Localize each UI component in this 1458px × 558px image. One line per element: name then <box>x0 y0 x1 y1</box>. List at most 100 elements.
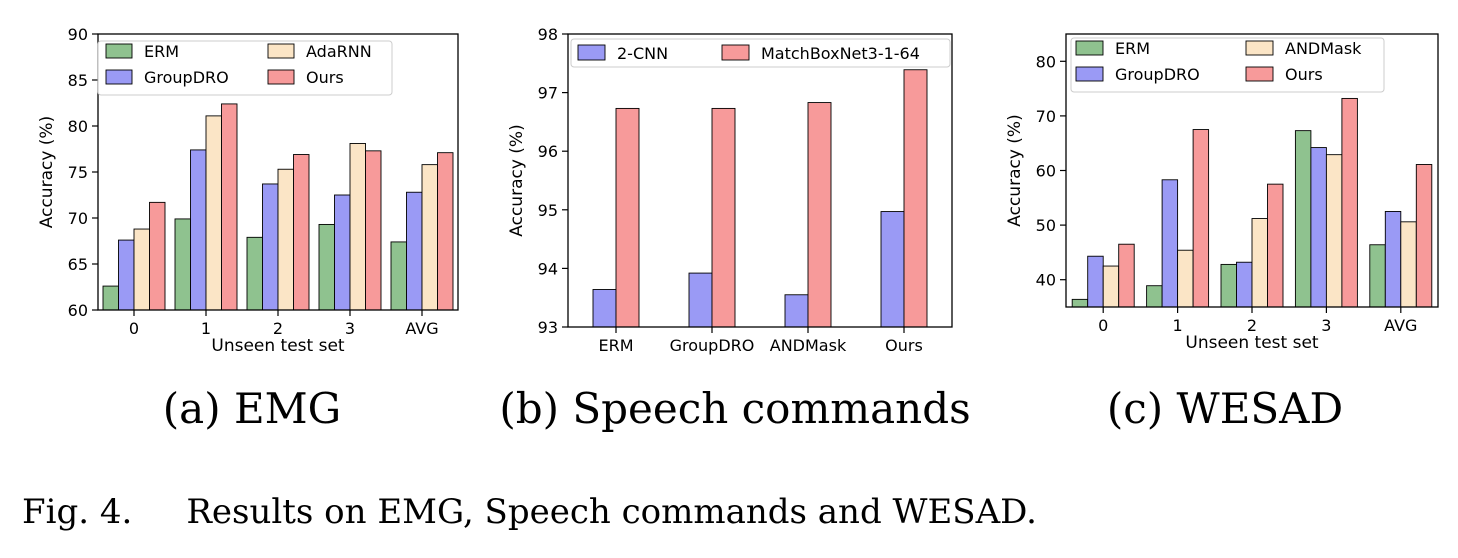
bar-andmask-1 <box>1177 249 1194 308</box>
bar-ours-2 <box>1267 183 1284 308</box>
x-tick-label: 0 <box>129 319 139 338</box>
legend-swatch <box>721 44 750 61</box>
bar-andmask-0 <box>1102 265 1120 308</box>
x-axis-label: Unseen test set <box>1185 333 1319 353</box>
y-tick-label: 85 <box>68 71 88 90</box>
chart-subtitle: (a) EMG <box>163 384 341 433</box>
bar-ours-3 <box>365 150 382 311</box>
bar-groupdro-1 <box>190 149 207 311</box>
legend-label: GroupDRO <box>144 68 229 87</box>
x-tick-label: 2 <box>1247 316 1257 335</box>
y-tick-label: 65 <box>68 255 88 274</box>
bar-groupdro-1 <box>1161 179 1179 308</box>
bar-ours-0 <box>149 201 166 311</box>
bar-adarnn-avg <box>421 164 438 311</box>
bar-erm-avg <box>390 241 407 311</box>
y-tick-label: 75 <box>68 163 88 182</box>
x-tick-label: 2 <box>273 319 283 338</box>
y-tick-label: 95 <box>538 201 558 220</box>
legend-box <box>1070 37 1385 93</box>
bar-2-cnn-groupdro <box>688 272 713 328</box>
x-tick-label: AVG <box>1384 316 1417 335</box>
legend-swatch <box>267 69 295 85</box>
y-tick-label: 60 <box>1036 162 1056 181</box>
y-tick-label: 80 <box>1036 52 1056 71</box>
bar-matchboxnet3-1-64-ours <box>903 69 928 328</box>
legend-swatch <box>1075 66 1104 82</box>
chart-panel-2: 93 94 95 96 97 98 ERM GroupDRO ANDMask Ours Accura… <box>499 25 970 433</box>
legend-label: ANDMask <box>1285 39 1362 58</box>
y-tick-label: 50 <box>1036 216 1056 235</box>
legend-label: Ours <box>306 68 344 87</box>
axes-frame <box>567 33 953 328</box>
bar-erm-2 <box>246 236 263 311</box>
legend-swatch <box>1245 40 1274 56</box>
bar-erm-1 <box>1146 285 1163 308</box>
legend-label: 2-CNN <box>617 44 668 63</box>
figure-caption: Fig. 4. Results on EMG, Speech commands … <box>22 492 1037 532</box>
bar-groupdro-2 <box>1236 261 1253 308</box>
x-tick-label: ANDMask <box>770 336 847 355</box>
bar-erm-3 <box>318 223 335 311</box>
bar-2-cnn-erm <box>592 289 617 328</box>
bar-ours-1 <box>221 103 238 311</box>
bar-matchboxnet3-1-64-groupdro <box>711 107 736 328</box>
bar-2-cnn-andmask <box>784 294 809 328</box>
bar-ours-3 <box>1341 97 1358 308</box>
y-tick-label: 94 <box>538 259 558 278</box>
bar-andmask-avg <box>1400 221 1417 308</box>
legend-box <box>570 38 951 68</box>
bar-ours-avg <box>437 152 454 311</box>
bar-andmask-3 <box>1325 154 1343 308</box>
bar-ours-avg <box>1415 164 1433 308</box>
chart-subtitle: (b) Speech commands <box>499 384 970 433</box>
y-axis-label: Accuracy (%) <box>507 124 527 236</box>
y-tick-label: 96 <box>538 142 558 161</box>
legend: ERM GroupDRO ANDMask Ours <box>1070 37 1385 93</box>
x-tick-label: AVG <box>405 319 438 338</box>
legend-swatch <box>105 43 133 59</box>
y-tick-label: 70 <box>1036 107 1056 126</box>
bar-groupdro-avg <box>406 191 423 311</box>
bar-erm-avg <box>1369 244 1386 308</box>
legend: 2-CNN MatchBoxNet3-1-64 <box>570 38 951 68</box>
y-tick-label: 60 <box>68 301 88 320</box>
bar-groupdro-0 <box>118 239 135 311</box>
bar-matchboxnet3-1-64-andmask <box>807 102 832 328</box>
bar-erm-1 <box>174 218 191 311</box>
legend-swatch <box>577 44 606 61</box>
x-tick-label: GroupDRO <box>670 336 755 355</box>
bar-ours-2 <box>293 154 310 311</box>
legend-swatch <box>1075 40 1104 56</box>
bar-groupdro-3 <box>1310 147 1327 308</box>
y-tick-label: 98 <box>538 25 558 44</box>
x-tick-label: 0 <box>1098 316 1108 335</box>
x-tick-label: Ours <box>885 336 923 355</box>
legend-label: ERM <box>144 42 179 61</box>
bar-groupdro-avg <box>1384 210 1402 308</box>
chart-panel-1: 60 65 70 75 80 85 90 0 1 2 3 AVG Unseen test set Accu… <box>37 25 459 433</box>
x-tick-label: 3 <box>345 319 355 338</box>
bar-groupdro-0 <box>1087 255 1104 308</box>
bar-erm-0 <box>1071 298 1089 308</box>
legend-swatch <box>1245 66 1274 82</box>
bar-adarnn-2 <box>277 168 294 311</box>
legend-swatch <box>105 69 133 85</box>
y-tick-label: 80 <box>68 117 88 136</box>
bar-erm-2 <box>1220 263 1237 308</box>
y-tick-label: 40 <box>1036 271 1056 290</box>
x-tick-label: ERM <box>598 336 633 355</box>
x-tick-label: 1 <box>201 319 211 338</box>
bar-adarnn-1 <box>205 115 222 311</box>
bar-ours-0 <box>1118 243 1135 308</box>
y-axis-label: Accuracy (%) <box>1005 114 1025 226</box>
x-tick-label: 1 <box>1173 316 1183 335</box>
y-tick-label: 93 <box>538 318 558 337</box>
legend-label: ERM <box>1115 39 1150 58</box>
x-axis-label: Unseen test set <box>211 336 345 356</box>
y-axis-label: Accuracy (%) <box>37 116 57 228</box>
bar-groupdro-3 <box>334 194 351 311</box>
y-tick-label: 90 <box>68 25 88 44</box>
bar-matchboxnet3-1-64-erm <box>615 107 640 328</box>
